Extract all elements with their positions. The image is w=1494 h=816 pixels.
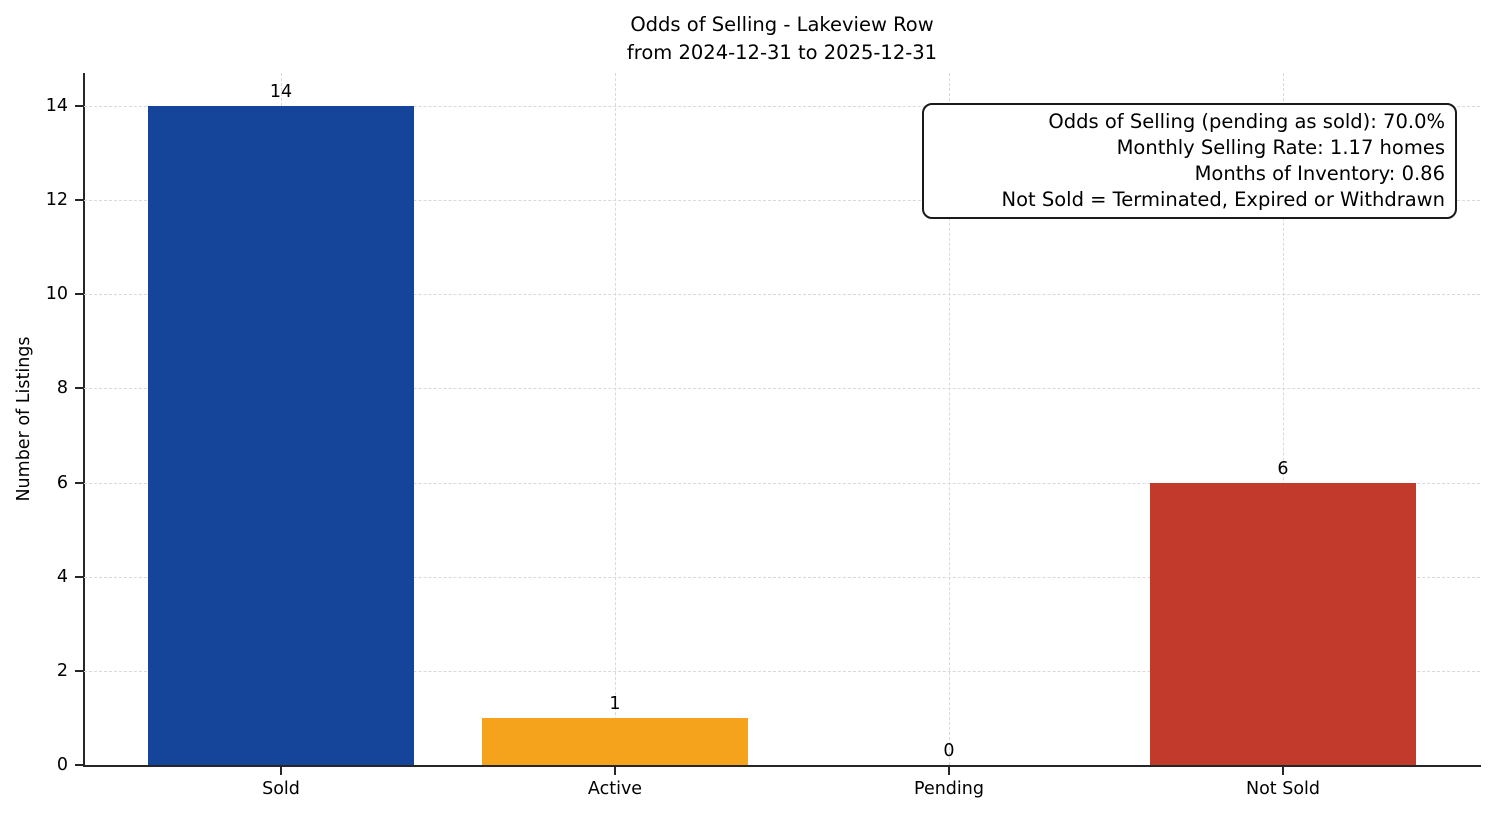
x-tick-label-not-sold: Not Sold (1245, 779, 1321, 799)
gridline-horizontal (84, 482, 1480, 484)
x-tick-mark (614, 767, 616, 775)
bar-active (482, 718, 748, 765)
x-tick-mark (948, 767, 950, 775)
x-tick-mark (280, 767, 282, 775)
bar-value-label-not-sold: 6 (1277, 459, 1289, 479)
gridline-horizontal (84, 670, 1480, 672)
chart-title: Odds of Selling - Lakeview Row from 2024… (84, 11, 1480, 67)
stats-line-inventory: Months of Inventory: 0.86 (1194, 162, 1445, 185)
bar-sold (148, 106, 414, 765)
bar-value-label-sold: 14 (269, 82, 293, 102)
y-axis-spine (83, 73, 85, 767)
y-tick-mark (75, 669, 83, 672)
x-tick-label-active: Active (587, 779, 643, 799)
x-tick-mark (1282, 767, 1284, 775)
y-tick-label: 6 (56, 472, 68, 493)
gridline-horizontal (84, 105, 1480, 107)
y-tick-label: 8 (56, 378, 68, 399)
y-tick-label: 14 (45, 95, 68, 116)
gridline-horizontal (84, 200, 1480, 202)
y-tick-label: 10 (45, 284, 68, 305)
y-tick-mark (75, 104, 83, 107)
gridline-vertical (949, 73, 950, 765)
gridline-vertical (1283, 73, 1284, 765)
y-tick-mark (75, 293, 83, 296)
gridline-horizontal (84, 294, 1480, 296)
bar-value-label-pending: 0 (943, 741, 955, 761)
y-tick-label: 2 (56, 660, 68, 681)
chart-title-line2: from 2024-12-31 to 2025-12-31 (626, 41, 938, 64)
gridline-horizontal (84, 576, 1480, 578)
y-tick-label: 12 (45, 190, 68, 211)
x-tick-label-pending: Pending (914, 779, 984, 799)
plot-area: 14 1 0 6 (84, 73, 1480, 765)
chart-title-line1: Odds of Selling - Lakeview Row (630, 13, 934, 36)
y-tick-mark (75, 481, 83, 484)
y-tick-mark (75, 199, 83, 202)
stats-annotation-box: Odds of Selling (pending as sold): 70.0%… (922, 103, 1457, 219)
y-tick-mark (75, 764, 83, 766)
y-tick-mark (75, 575, 83, 578)
y-tick-mark (75, 387, 83, 390)
gridline-horizontal (84, 388, 1480, 390)
x-tick-label-sold: Sold (262, 779, 300, 799)
gridline-vertical (615, 73, 616, 765)
bar-not-sold (1150, 483, 1416, 765)
y-tick-label: 4 (56, 566, 68, 587)
x-axis-spine (83, 765, 1481, 767)
stats-line-odds: Odds of Selling (pending as sold): 70.0% (1048, 110, 1445, 133)
bar-value-label-active: 1 (609, 694, 621, 714)
y-tick-label: 0 (56, 755, 68, 775)
stats-line-not-sold-definition: Not Sold = Terminated, Expired or Withdr… (1001, 188, 1445, 211)
stats-line-monthly-rate: Monthly Selling Rate: 1.17 homes (1116, 136, 1445, 159)
